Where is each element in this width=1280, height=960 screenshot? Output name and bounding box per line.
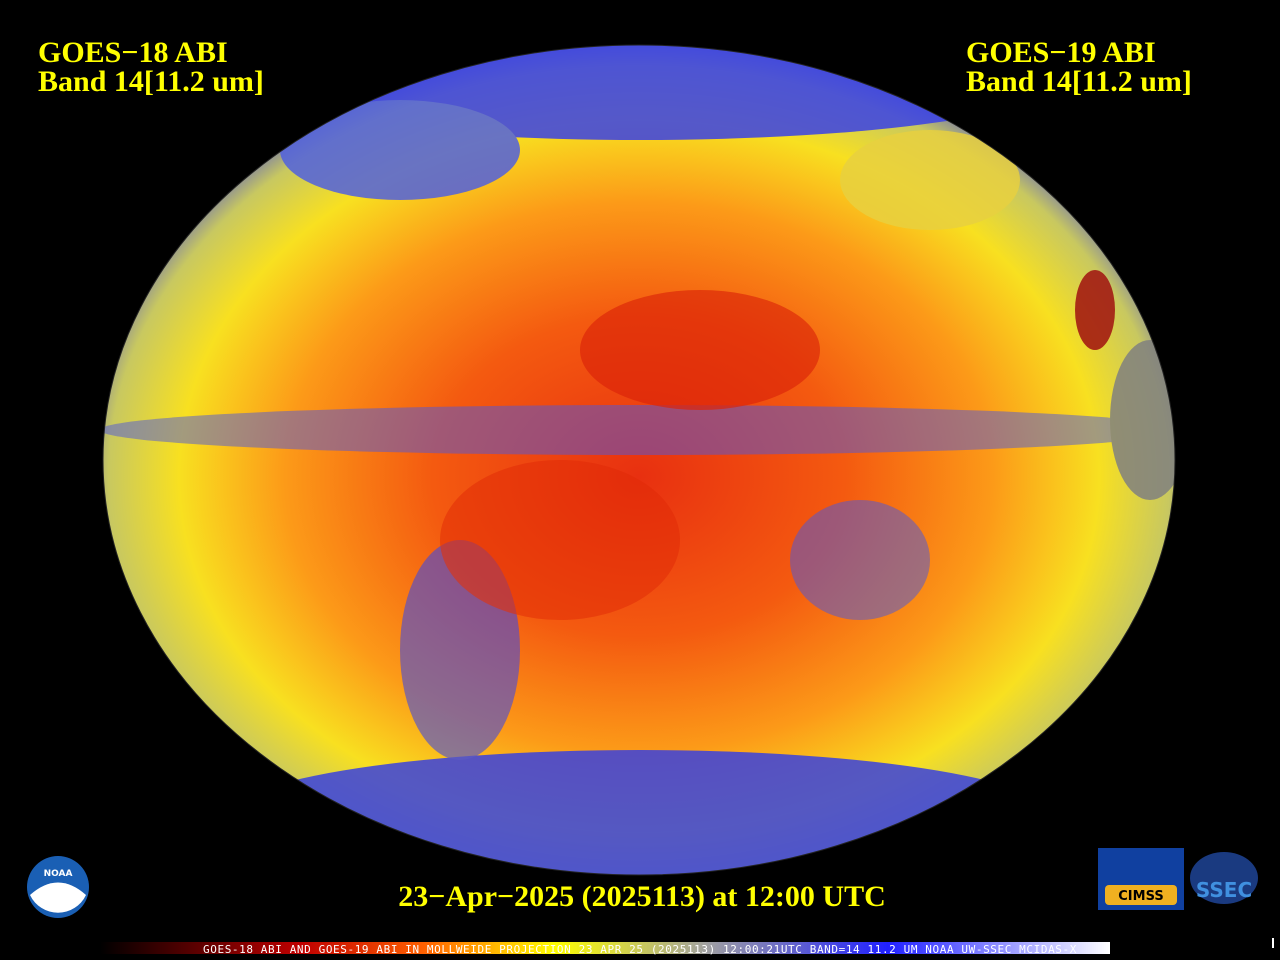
timestamp: 23−Apr−2025 (2025113) at 12:00 UTC xyxy=(398,880,886,913)
marker xyxy=(1272,938,1274,948)
noaa-text: NOAA xyxy=(44,869,73,879)
cimss-text: CIMSS xyxy=(1118,889,1163,904)
noaa-logo: NOAA xyxy=(27,856,89,918)
right-band: Band 14[11.2 um] xyxy=(966,65,1192,98)
earth-disk xyxy=(103,45,1175,875)
ssec-text: SSEC xyxy=(1196,878,1252,902)
ssec-logo: SSEC xyxy=(1190,852,1258,904)
cimss-logo: CIMSS xyxy=(1098,848,1184,910)
footer: GOES-18 ABI AND GOES-19 ABI IN MOLLWEIDE… xyxy=(203,943,1077,956)
left-band: Band 14[11.2 um] xyxy=(38,65,264,98)
left-satellite: GOES−18 ABI xyxy=(38,36,228,69)
right-satellite: GOES−19 ABI xyxy=(966,36,1156,69)
color-bar xyxy=(100,942,1110,954)
